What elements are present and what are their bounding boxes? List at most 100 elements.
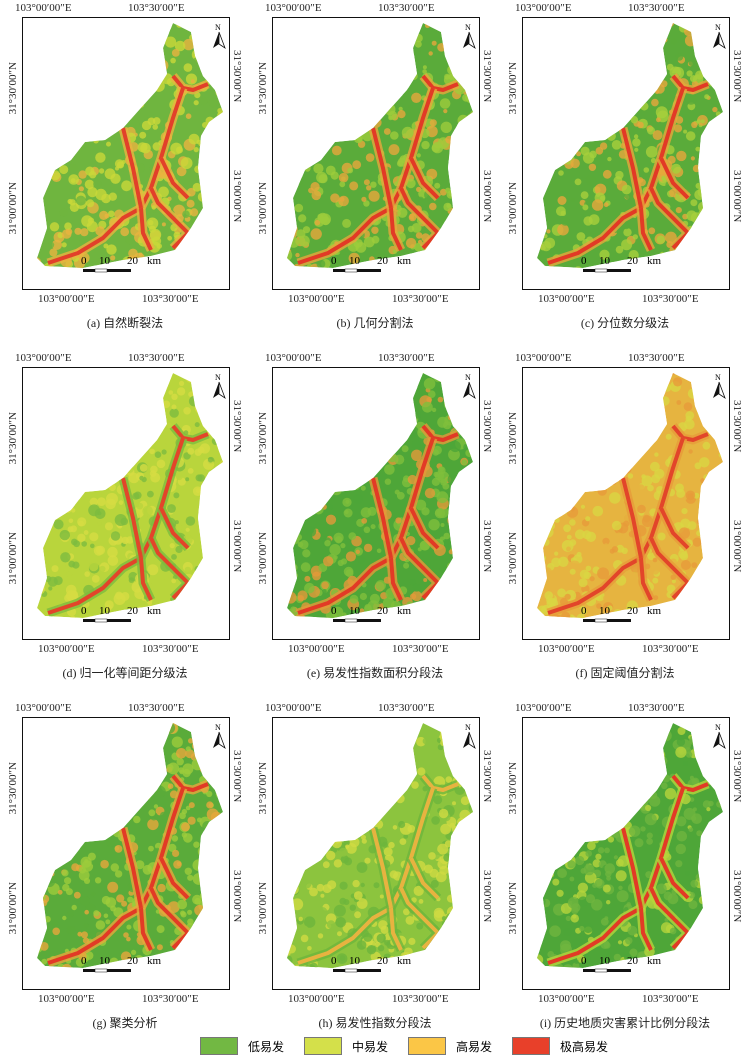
lat-label-left-north: 31°30′00″N [257, 62, 269, 115]
map-frame: N 0 10 20 km [522, 17, 730, 290]
lon-label-top-east: 103°30′00″E [378, 352, 435, 364]
scale-bar: 0 10 20 km [331, 955, 412, 973]
lon-label-bottom-east: 103°30′00″E [392, 643, 449, 655]
lon-label-top-west: 103°00′00″E [265, 352, 322, 364]
svg-text:10: 10 [599, 255, 611, 267]
panel-caption: (d) 归一化等间距分级法 [62, 666, 188, 680]
svg-text:10: 10 [349, 255, 361, 267]
lat-label-right-south: 31°00′00″N [231, 520, 243, 573]
map-frame: N 0 10 20 km [272, 717, 480, 990]
svg-text:20: 20 [127, 955, 139, 967]
map-frame: N 0 10 20 km [272, 367, 480, 640]
svg-text:20: 20 [127, 605, 139, 617]
svg-text:N: N [715, 723, 721, 732]
lat-label-right-south: 31°00′00″N [481, 170, 493, 223]
lat-label-right-south: 31°00′00″N [731, 870, 743, 923]
svg-text:10: 10 [99, 605, 111, 617]
scale-bar: 0 10 20 km [331, 255, 412, 273]
lon-label-bottom-west: 103°00′00″E [38, 643, 95, 655]
legend-swatch [512, 1037, 551, 1055]
svg-text:N: N [215, 23, 221, 32]
north-arrow-icon: N [213, 23, 226, 50]
lat-label-right-south: 31°00′00″N [731, 520, 743, 573]
svg-text:N: N [215, 723, 221, 732]
north-arrow-icon: N [213, 723, 226, 750]
lat-label-left-south: 31°00′00″N [507, 882, 519, 935]
lat-label-right-north: 31°30′00″N [731, 400, 743, 453]
scale-bar: 0 10 20 km [81, 955, 162, 973]
lat-label-right-south: 31°00′00″N [481, 870, 493, 923]
svg-text:0: 0 [81, 255, 87, 267]
lon-label-top-west: 103°00′00″E [15, 352, 72, 364]
svg-text:10: 10 [599, 605, 611, 617]
susceptibility-map: N 0 10 20 km [537, 723, 726, 973]
north-arrow-icon: N [713, 23, 726, 50]
map-panel: 103°00′00″E 103°30′00″E 31°30′00″N 31°00… [500, 0, 750, 345]
lat-label-left-north: 31°30′00″N [7, 762, 19, 815]
map-panel: 103°00′00″E 103°30′00″E 31°30′00″N 31°00… [250, 700, 500, 1045]
panel-caption: (e) 易发性指数面积分段法 [306, 666, 444, 680]
svg-text:20: 20 [377, 255, 389, 267]
lat-label-right-north: 31°30′00″N [481, 50, 493, 103]
lon-label-top-east: 103°30′00″E [378, 2, 435, 14]
panel-caption: (g) 聚类分析 [92, 1016, 158, 1030]
panel-caption: (i) 历史地质灾害累计比例分段法 [539, 1016, 711, 1030]
svg-text:km: km [647, 955, 662, 967]
svg-text:10: 10 [99, 255, 111, 267]
lon-label-bottom-west: 103°00′00″E [38, 293, 95, 305]
lon-label-bottom-east: 103°30′00″E [142, 293, 199, 305]
lat-label-left-north: 31°30′00″N [507, 762, 519, 815]
legend-item: 中易发 [304, 1037, 388, 1055]
lon-label-top-east: 103°30′00″E [128, 352, 185, 364]
svg-text:N: N [715, 373, 721, 382]
svg-text:0: 0 [81, 605, 87, 617]
map-frame: N 0 10 20 km [522, 367, 730, 640]
north-arrow-icon: N [713, 373, 726, 400]
lon-label-bottom-west: 103°00′00″E [288, 643, 345, 655]
scale-bar: 0 10 20 km [581, 605, 662, 623]
panel-caption: (a) 自然断裂法 [86, 316, 164, 330]
lon-label-bottom-east: 103°30′00″E [392, 293, 449, 305]
lon-label-bottom-west: 103°00′00″E [38, 993, 95, 1005]
north-arrow-icon: N [463, 723, 476, 750]
scale-bar: 0 10 20 km [581, 955, 662, 973]
lat-label-right-north: 31°30′00″N [231, 50, 243, 103]
svg-text:10: 10 [599, 955, 611, 967]
svg-text:km: km [647, 605, 662, 617]
north-arrow-icon: N [213, 373, 226, 400]
lat-label-left-south: 31°00′00″N [7, 532, 19, 585]
svg-text:0: 0 [581, 955, 587, 967]
svg-text:N: N [465, 373, 471, 382]
svg-text:N: N [715, 23, 721, 32]
legend-label: 高易发 [456, 1039, 493, 1054]
svg-text:N: N [215, 373, 221, 382]
svg-text:km: km [397, 255, 412, 267]
lon-label-bottom-east: 103°30′00″E [392, 993, 449, 1005]
scale-bar: 0 10 20 km [81, 605, 162, 623]
lat-label-right-south: 31°00′00″N [231, 870, 243, 923]
lat-label-right-north: 31°30′00″N [481, 400, 493, 453]
lon-label-bottom-east: 103°30′00″E [642, 293, 699, 305]
lon-label-top-west: 103°00′00″E [265, 702, 322, 714]
lat-label-right-north: 31°30′00″N [731, 50, 743, 103]
svg-text:20: 20 [377, 605, 389, 617]
svg-text:km: km [647, 255, 662, 267]
svg-text:0: 0 [581, 255, 587, 267]
legend-item: 极高易发 [512, 1037, 608, 1055]
svg-text:N: N [465, 23, 471, 32]
legend-label: 中易发 [352, 1039, 389, 1054]
map-frame: N 0 10 20 km [22, 367, 230, 640]
lon-label-top-east: 103°30′00″E [378, 702, 435, 714]
svg-text:0: 0 [81, 955, 87, 967]
legend-swatch [408, 1037, 447, 1055]
svg-text:km: km [397, 605, 412, 617]
svg-text:km: km [147, 255, 162, 267]
lat-label-left-south: 31°00′00″N [257, 882, 269, 935]
svg-text:10: 10 [349, 605, 361, 617]
lon-label-top-west: 103°00′00″E [515, 352, 572, 364]
susceptibility-map: N 0 10 20 km [287, 723, 476, 973]
svg-text:10: 10 [349, 955, 361, 967]
lat-label-left-south: 31°00′00″N [507, 532, 519, 585]
panel-caption: (b) 几何分割法 [336, 316, 414, 330]
svg-text:0: 0 [331, 255, 337, 267]
